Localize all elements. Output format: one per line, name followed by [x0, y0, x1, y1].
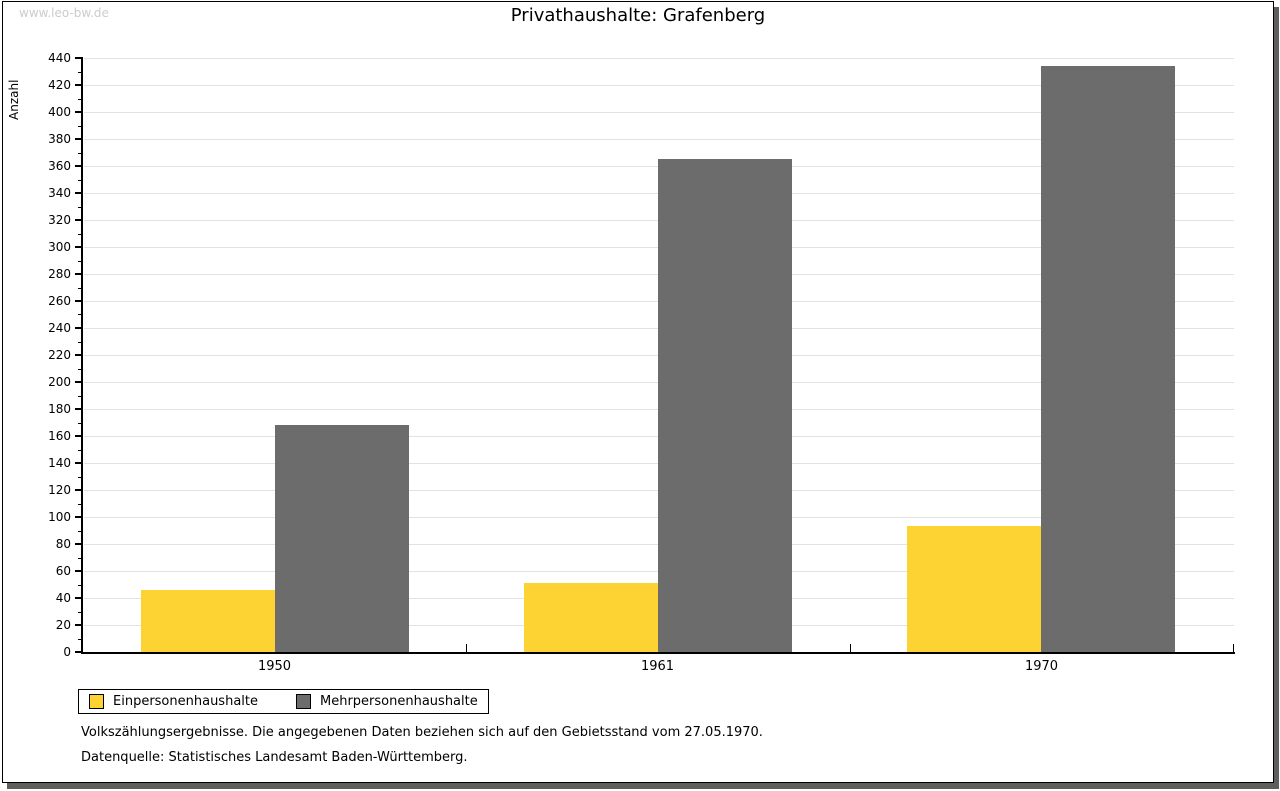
y-axis-minor-tick	[78, 477, 83, 478]
y-axis-tick	[75, 111, 83, 113]
y-axis-tick-label: 20	[55, 618, 71, 632]
y-axis-tick-label: 140	[48, 456, 71, 470]
y-axis-tick	[75, 435, 83, 437]
y-axis-minor-tick	[78, 504, 83, 505]
page-title: Privathaushalte: Grafenberg	[510, 5, 766, 26]
y-axis-tick-label: 380	[48, 132, 71, 146]
y-axis-tick	[75, 84, 83, 86]
legend-label: Einpersonenhaushalte	[113, 694, 258, 709]
legend-swatch-icon	[89, 694, 104, 709]
y-axis-minor-tick	[78, 369, 83, 370]
y-axis-minor-tick	[78, 450, 83, 451]
y-axis-minor-tick	[78, 261, 83, 262]
y-axis-tick	[75, 381, 83, 383]
y-axis-tick-label: 120	[48, 483, 71, 497]
y-axis-minor-tick	[78, 639, 83, 640]
y-axis-tick-label: 400	[48, 105, 71, 119]
y-axis-tick-label: 80	[55, 537, 71, 551]
y-axis-tick	[75, 273, 83, 275]
y-axis-tick-label: 220	[48, 348, 71, 362]
bar-1970-Einpersonenhaushalte	[907, 526, 1041, 652]
y-axis-minor-tick	[78, 342, 83, 343]
y-axis-minor-tick	[78, 423, 83, 424]
y-axis-tick	[75, 246, 83, 248]
x-axis-tick	[466, 644, 467, 652]
x-axis-category-label: 1950	[257, 659, 292, 674]
y-axis-line	[81, 58, 83, 654]
x-axis-tick	[850, 644, 851, 652]
footnote-source-note: Volkszählungsergebnisse. Die angegebenen…	[81, 725, 763, 740]
y-axis-minor-tick	[78, 288, 83, 289]
bar-1950-Einpersonenhaushalte	[141, 590, 275, 652]
y-axis-minor-tick	[78, 99, 83, 100]
y-axis-tick	[75, 408, 83, 410]
x-axis-category-label: 1970	[1024, 659, 1059, 674]
legend-swatch-icon	[296, 694, 311, 709]
legend-label: Mehrpersonenhaushalte	[320, 694, 478, 709]
y-axis-tick-label: 260	[48, 294, 71, 308]
bar-1970-Mehrpersonenhaushalte	[1041, 66, 1175, 652]
y-axis-minor-tick	[78, 314, 83, 315]
y-axis-tick	[75, 570, 83, 572]
y-axis-tick	[75, 489, 83, 491]
y-axis-minor-tick	[78, 396, 83, 397]
legend-item: Mehrpersonenhaushalte	[296, 694, 478, 709]
y-axis-tick	[75, 327, 83, 329]
x-axis-tick	[1233, 644, 1234, 652]
y-axis-minor-tick	[78, 558, 83, 559]
y-axis-tick	[75, 192, 83, 194]
y-axis-tick	[75, 462, 83, 464]
y-axis-tick-label: 0	[63, 645, 71, 659]
y-axis-tick-label: 60	[55, 564, 71, 578]
legend-item: Einpersonenhaushalte	[89, 694, 258, 709]
y-axis-tick-label: 360	[48, 159, 71, 173]
y-gridline	[84, 112, 1234, 113]
y-axis-tick	[75, 651, 83, 653]
bar-1950-Mehrpersonenhaushalte	[275, 425, 409, 652]
y-gridline	[84, 139, 1234, 140]
y-axis-tick	[75, 516, 83, 518]
y-axis-tick-label: 320	[48, 213, 71, 227]
y-axis-minor-tick	[78, 207, 83, 208]
y-axis-tick-label: 340	[48, 186, 71, 200]
y-axis-minor-tick	[78, 531, 83, 532]
y-axis-tick	[75, 138, 83, 140]
y-axis-minor-tick	[78, 72, 83, 73]
y-axis-minor-tick	[78, 153, 83, 154]
legend: Einpersonenhaushalte Mehrpersonenhaushalt…	[78, 689, 489, 714]
y-gridline	[84, 58, 1234, 59]
y-axis-tick-label: 40	[55, 591, 71, 605]
bar-1961-Mehrpersonenhaushalte	[658, 159, 792, 652]
y-axis-tick	[75, 57, 83, 59]
y-axis-tick	[75, 165, 83, 167]
y-axis-tick-label: 100	[48, 510, 71, 524]
y-axis-tick-label: 240	[48, 321, 71, 335]
footnote-data-source: Datenquelle: Statistisches Landesamt Bad…	[81, 750, 468, 765]
chart-area: 0 20 40 60 80 100 120 140 160 180 200 220 240 260 280 3…	[3, 2, 1273, 782]
x-axis-line	[81, 652, 1235, 654]
y-axis-tick	[75, 543, 83, 545]
y-axis-tick-label: 280	[48, 267, 71, 281]
y-axis-tick-label: 200	[48, 375, 71, 389]
y-axis-tick-label: 440	[48, 51, 71, 65]
y-axis-tick	[75, 597, 83, 599]
y-axis-tick-label: 180	[48, 402, 71, 416]
y-axis-tick-label: 160	[48, 429, 71, 443]
y-axis-minor-tick	[78, 180, 83, 181]
y-axis-tick	[75, 354, 83, 356]
y-axis-minor-tick	[78, 612, 83, 613]
bar-1961-Einpersonenhaushalte	[524, 583, 658, 652]
y-axis-minor-tick	[78, 126, 83, 127]
y-gridline	[84, 85, 1234, 86]
y-axis-minor-tick	[78, 585, 83, 586]
y-axis-tick-label: 420	[48, 78, 71, 92]
y-axis-tick	[75, 300, 83, 302]
y-axis-tick-label: 300	[48, 240, 71, 254]
y-axis-minor-tick	[78, 234, 83, 235]
y-axis-tick	[75, 624, 83, 626]
y-axis-tick	[75, 219, 83, 221]
x-axis-category-label: 1961	[640, 659, 675, 674]
watermark: www.leo-bw.de	[19, 6, 109, 20]
